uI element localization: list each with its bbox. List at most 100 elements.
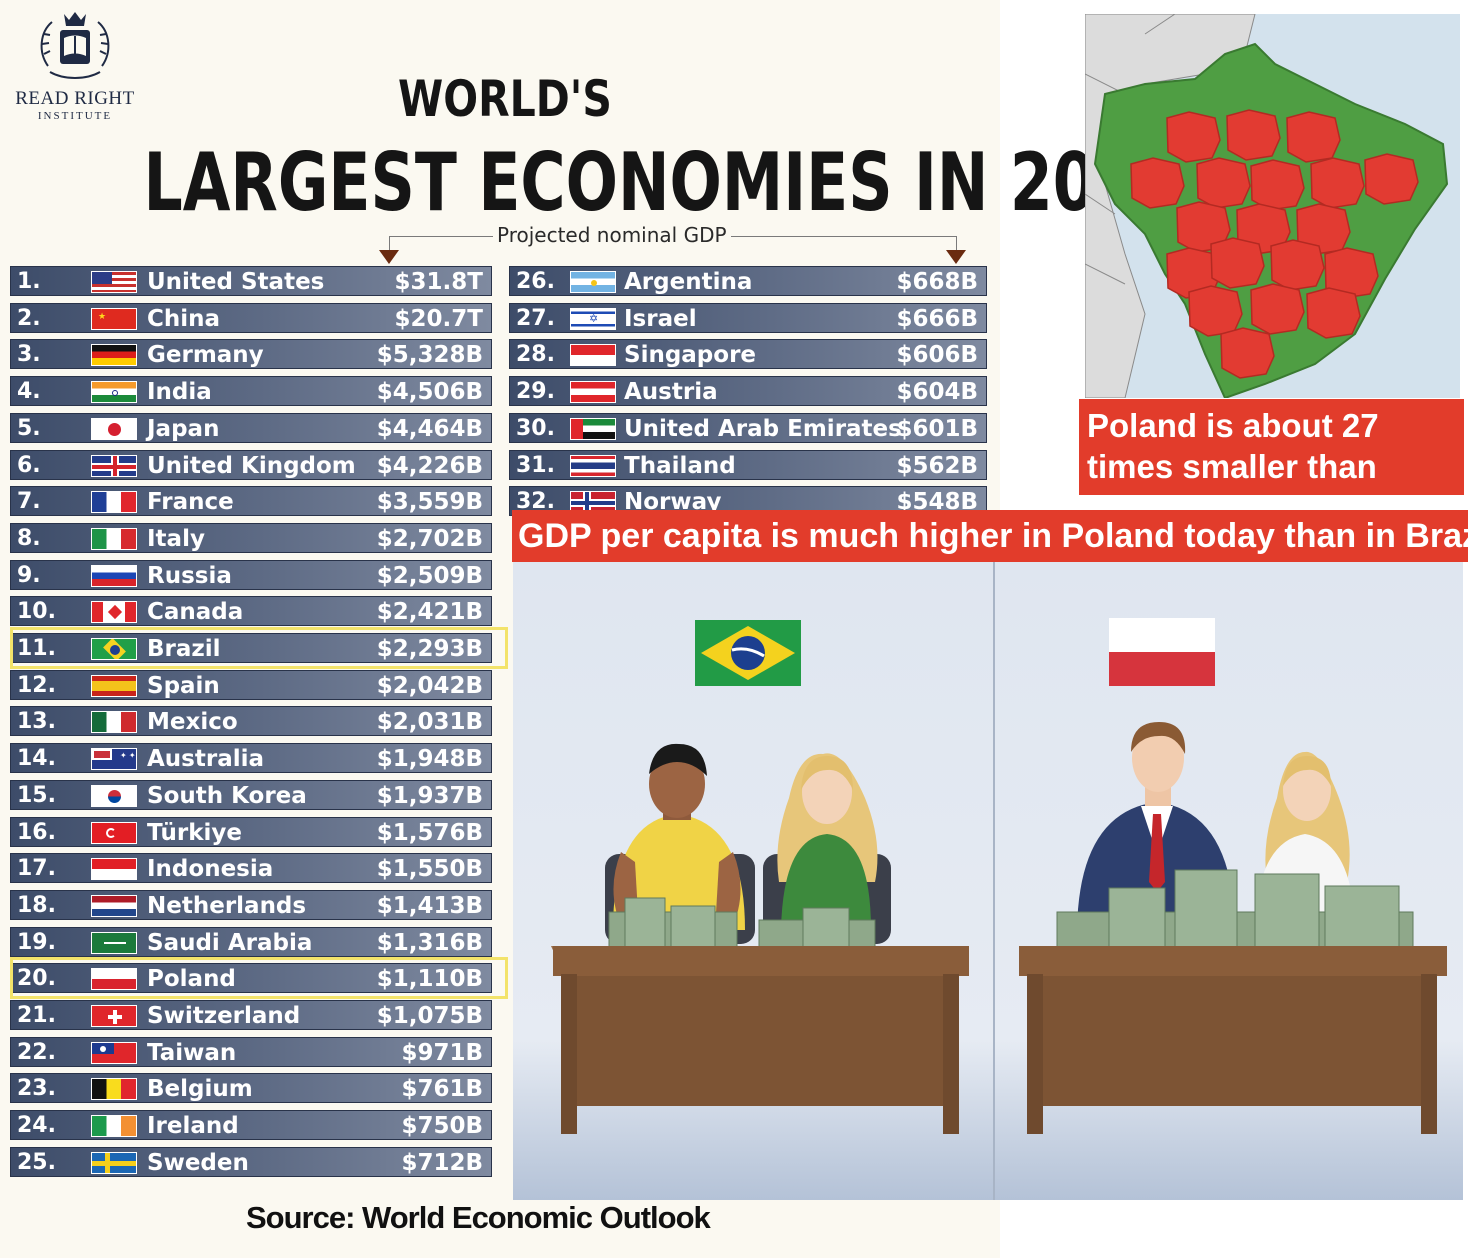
gdp-value: $4,226B <box>376 452 483 479</box>
country-name: Sweden <box>147 1149 249 1176</box>
gdp-caption: GDP per capita is much higher in Poland … <box>512 510 1468 562</box>
brazil-desk <box>551 946 969 1134</box>
country-name: Thailand <box>624 452 736 479</box>
title-line-1: WORLD'S <box>398 70 612 128</box>
country-name: Poland <box>147 966 236 993</box>
brazil-scene <box>513 562 993 1200</box>
ranking-row-ireland: 24. Ireland $750B <box>10 1110 492 1141</box>
country-name: Belgium <box>147 1076 253 1103</box>
gdp-value: $1,316B <box>376 929 483 956</box>
rank-number: 17. <box>17 856 56 882</box>
taiwan-flag <box>91 1041 137 1064</box>
ranking-row-t-rkiye: 16. Türkiye $1,576B <box>10 816 492 847</box>
gdp-value: $712B <box>401 1149 483 1176</box>
rank-number: 12. <box>17 672 56 698</box>
country-name: Mexico <box>147 709 238 736</box>
gdp-value: $2,042B <box>376 672 483 699</box>
rank-number: 4. <box>17 379 41 405</box>
rank-number: 28. <box>516 342 555 368</box>
gdp-value: $1,576B <box>376 819 483 846</box>
ranking-row-united-arab-emirates: 30. United Arab Emirates $601B <box>509 412 987 443</box>
map-image <box>1085 14 1460 398</box>
country-name: Germany <box>147 342 264 369</box>
ranking-row-south-korea: 15. South Korea $1,937B <box>10 779 492 810</box>
india-flag <box>91 381 137 404</box>
gdp-value: $4,464B <box>376 415 483 442</box>
gdp-value: $1,110B <box>376 966 483 993</box>
country-name: United Arab Emirates <box>624 415 902 442</box>
country-name: Netherlands <box>147 892 307 919</box>
country-name: Brazil <box>147 636 221 662</box>
ranking-row-poland: 20. Poland $1,110B <box>10 963 492 994</box>
logo: READ RIGHT INSTITUTE <box>10 8 140 122</box>
sweden-flag <box>91 1151 137 1174</box>
italy-flag <box>91 527 137 550</box>
rank-number: 30. <box>516 415 555 441</box>
brazil-scene-illustration <box>551 620 969 1134</box>
rank-number: 6. <box>17 452 41 478</box>
rank-number: 26. <box>516 269 555 294</box>
rank-number: 9. <box>17 562 41 588</box>
rank-number: 5. <box>17 415 41 441</box>
bracket-stem-left <box>389 236 390 252</box>
ranking-row-austria: 29. Austria $604B <box>509 376 987 407</box>
country-name: China <box>147 305 221 332</box>
logo-subtitle: INSTITUTE <box>37 110 113 122</box>
country-name: France <box>147 489 234 516</box>
gdp-value: $2,421B <box>376 599 483 626</box>
rank-number: 16. <box>17 819 56 845</box>
gdp-value: $2,702B <box>376 525 483 552</box>
country-name: Singapore <box>624 342 757 369</box>
gdp-value: $668B <box>896 269 978 295</box>
rank-number: 19. <box>17 929 56 955</box>
ranking-row-italy: 8. Italy $2,702B <box>10 522 492 553</box>
uk-flag <box>91 454 137 477</box>
ranking-row-belgium: 23. Belgium $761B <box>10 1073 492 1104</box>
ranking-row-france: 7. France $3,559B <box>10 486 492 517</box>
country-name: Saudi Arabia <box>147 929 313 956</box>
rank-number: 18. <box>17 892 56 918</box>
ranking-row-singapore: 28. Singapore $606B <box>509 339 987 370</box>
country-name: Italy <box>147 525 205 552</box>
country-name: Ireland <box>147 1113 239 1140</box>
crest-icon <box>40 12 110 79</box>
japan-flag <box>91 417 137 440</box>
gdp-value: $5,328B <box>376 342 483 369</box>
rank-number: 24. <box>17 1113 56 1139</box>
gdp-value: $4,506B <box>376 379 483 406</box>
gdp-value: $1,937B <box>376 782 483 809</box>
poland-flag <box>91 968 137 991</box>
israel-flag: ✡ <box>570 307 616 330</box>
source-note: Source: World Economic Outlook <box>246 1200 711 1235</box>
highlight-box-brazil <box>10 627 508 669</box>
gdp-value: $604B <box>896 379 978 406</box>
ranking-row-indonesia: 17. Indonesia $1,550B <box>10 853 492 884</box>
rank-number: 11. <box>17 636 56 661</box>
austria-flag <box>570 381 616 404</box>
country-name: Australia <box>147 746 265 773</box>
rank-number: 1. <box>17 269 41 294</box>
switzerland-flag <box>91 1005 137 1027</box>
rank-number: 23. <box>17 1076 56 1102</box>
uae-flag <box>570 417 616 440</box>
poland-scene-illustration <box>1019 618 1447 1134</box>
logo-name: READ RIGHT <box>15 88 135 109</box>
country-name: Japan <box>147 415 220 442</box>
south-korea-flag <box>91 784 137 807</box>
ranking-row-switzerland: 21. Switzerland $1,075B <box>10 1000 492 1030</box>
poland-flag <box>1109 618 1215 686</box>
country-name: Russia <box>147 562 232 589</box>
poland-shapes <box>1130 109 1419 379</box>
man-yellow-shirt <box>605 743 755 944</box>
spain-flag <box>91 674 137 697</box>
gdp-value: $20.7T <box>394 305 483 332</box>
ranking-row-india: 4. India $4,506B <box>10 376 492 407</box>
country-name: Switzerland <box>147 1003 301 1029</box>
gdp-value: $31.8T <box>394 269 483 295</box>
ranking-row-mexico: 13. Mexico $2,031B <box>10 706 492 737</box>
ranking-row-saudi-arabia: 19. Saudi Arabia $1,316B <box>10 926 492 957</box>
ranking-row-china: 2. ★ China $20.7T <box>10 302 492 333</box>
country-name: United Kingdom <box>147 452 356 479</box>
thailand-flag <box>570 454 616 477</box>
gdp-value: $666B <box>896 305 978 332</box>
